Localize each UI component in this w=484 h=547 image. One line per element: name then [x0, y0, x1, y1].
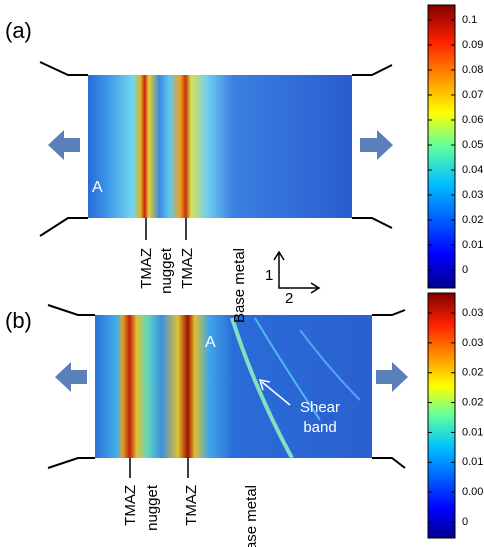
strain-map: [95, 315, 372, 458]
zone-label: Base metal: [231, 248, 248, 323]
colorbar-tick-label: 0.005: [462, 486, 484, 498]
load-arrow: [360, 130, 393, 160]
colorbar: [427, 4, 456, 289]
annotation-arrow: [258, 379, 291, 406]
load-arrow: [55, 362, 87, 392]
zone-label: TMAZ: [138, 248, 155, 289]
panel-label: (b): [5, 308, 32, 333]
colorbar-tick-label: 0.01: [462, 456, 483, 468]
colorbar-tick-label: 0.01: [462, 239, 483, 251]
colorbar-tick-label: 0.09: [462, 39, 483, 51]
colorbar-tick-label: 0: [462, 516, 468, 528]
colorbar-tick-label: 0.1: [462, 14, 477, 26]
colorbar-tick-label: 0.025: [462, 367, 484, 379]
zone-label: TMAZ: [183, 485, 200, 526]
axis-label: 1: [265, 267, 273, 284]
colorbar-tick-label: 0.03: [462, 189, 483, 201]
colorbar-tick-label: 0.035: [462, 307, 484, 319]
grip: [39, 217, 88, 237]
axes-arrows: [273, 250, 321, 294]
grip: [372, 309, 406, 316]
panel-a: [39, 61, 393, 237]
load-arrow: [376, 362, 408, 392]
zone-markers: [129, 458, 189, 478]
colorbar-tick-label: 0.06: [462, 114, 483, 126]
zone-label: Base metal: [243, 485, 260, 547]
strain-map: [88, 75, 352, 218]
zone-label: TMAZ: [122, 485, 139, 526]
point-label: A: [92, 179, 103, 196]
point-label: A: [205, 334, 216, 351]
grip: [47, 457, 95, 469]
grip: [372, 457, 406, 469]
load-arrow: [48, 130, 80, 160]
axis-label: 2: [285, 290, 293, 307]
grip: [352, 64, 393, 76]
colorbar-tick-label: 0.02: [462, 214, 483, 226]
colorbar-tick-label: 0.03: [462, 337, 483, 349]
grip: [352, 217, 393, 229]
colorbar-tick-label: 0.08: [462, 64, 483, 76]
zone-label: nugget: [158, 247, 175, 294]
colorbar-tick-label: 0.04: [462, 164, 483, 176]
panel-b: [47, 304, 406, 469]
colorbar-tick-label: 0.07: [462, 89, 483, 101]
grip: [47, 304, 95, 316]
colorbar-tick-label: 0.02: [462, 396, 483, 408]
zone-markers: [145, 218, 187, 240]
annotation: Shear band: [300, 399, 340, 436]
zone-label: TMAZ: [179, 248, 196, 289]
panel-label: (a): [5, 18, 32, 43]
shear-bands: [230, 317, 361, 459]
zone-label: nugget: [144, 484, 161, 531]
colorbar-tick-label: 0.05: [462, 139, 483, 151]
grip: [39, 61, 88, 76]
colorbar-tick-label: 0.015: [462, 426, 484, 438]
colorbar: [427, 292, 456, 539]
colorbar-tick-label: 0: [462, 264, 468, 276]
